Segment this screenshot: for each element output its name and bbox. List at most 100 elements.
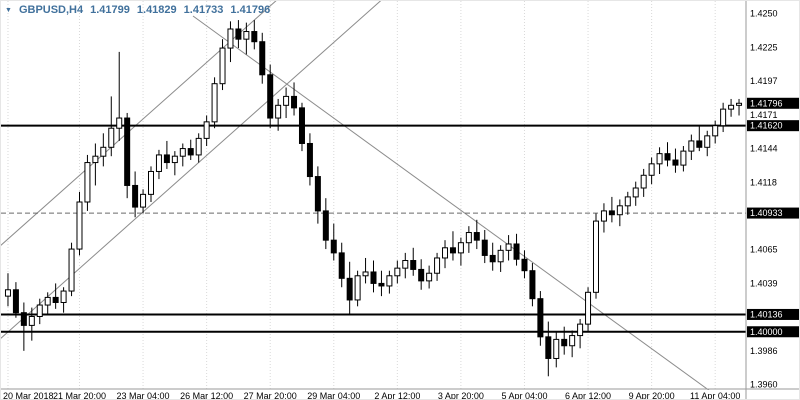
candle xyxy=(608,196,615,223)
svg-text:1.4118: 1.4118 xyxy=(750,177,777,187)
candle xyxy=(108,96,115,157)
svg-text:5 Apr 04:00: 5 Apr 04:00 xyxy=(501,391,547,400)
candle xyxy=(283,87,290,119)
candle xyxy=(473,219,480,250)
svg-text:1.40136: 1.40136 xyxy=(750,309,783,319)
svg-text:1.40933: 1.40933 xyxy=(750,208,783,218)
candle xyxy=(585,287,592,332)
price-axis[interactable] xyxy=(747,1,800,400)
candle xyxy=(592,213,599,299)
price-axis-labels: 1.4250 1.4225 1.4197 1.4171 1.4144 1.4118 1.40… xyxy=(750,9,778,390)
candle xyxy=(330,223,337,261)
candle xyxy=(179,143,186,167)
svg-text:1.4250: 1.4250 xyxy=(750,9,778,19)
candle xyxy=(227,21,234,63)
candle xyxy=(211,77,218,129)
candle xyxy=(195,133,202,163)
candle xyxy=(354,270,361,307)
svg-text:1.4197: 1.4197 xyxy=(750,76,778,86)
candle xyxy=(298,102,305,152)
candle xyxy=(720,102,727,133)
candle xyxy=(76,191,83,256)
candle xyxy=(322,198,329,250)
svg-text:26 Mar 12:00: 26 Mar 12:00 xyxy=(180,391,233,400)
candle xyxy=(704,130,711,157)
candle xyxy=(346,261,353,316)
candle xyxy=(84,154,91,211)
time-axis[interactable] xyxy=(1,390,800,400)
candle xyxy=(465,226,472,253)
svg-text:21 Mar 20:00: 21 Mar 20:00 xyxy=(53,391,106,400)
svg-text:29 Mar 04:00: 29 Mar 04:00 xyxy=(307,391,360,400)
candle xyxy=(553,331,560,368)
svg-text:1.40000: 1.40000 xyxy=(750,327,783,337)
candle xyxy=(418,259,425,290)
candle xyxy=(124,112,131,199)
svg-text:27 Mar 20:00: 27 Mar 20:00 xyxy=(244,391,297,400)
svg-text:1.41796: 1.41796 xyxy=(750,98,783,108)
candle xyxy=(20,302,27,351)
candle xyxy=(100,133,107,167)
candle xyxy=(243,22,250,55)
trendlines[interactable] xyxy=(1,1,722,399)
candle xyxy=(656,147,663,175)
candle xyxy=(203,115,210,147)
svg-text:6 Apr 12:00: 6 Apr 12:00 xyxy=(565,391,611,400)
svg-text:20 Mar 2018: 20 Mar 2018 xyxy=(3,391,54,400)
candle xyxy=(442,240,449,269)
svg-text:1.4225: 1.4225 xyxy=(750,42,778,52)
horizontal-levels[interactable] xyxy=(1,124,746,333)
candle xyxy=(569,330,576,358)
svg-text:9 Apr 20:00: 9 Apr 20:00 xyxy=(629,391,675,400)
candle xyxy=(171,151,178,176)
candle xyxy=(306,133,313,186)
svg-text:1.4039: 1.4039 xyxy=(750,278,778,288)
candle xyxy=(648,157,655,185)
svg-text:1.4065: 1.4065 xyxy=(750,245,778,255)
candle xyxy=(394,260,401,284)
candle xyxy=(267,64,274,129)
candle xyxy=(672,148,679,173)
candle xyxy=(116,51,123,141)
svg-text:1.3960: 1.3960 xyxy=(750,380,778,390)
candle xyxy=(259,32,266,84)
candle xyxy=(402,252,409,279)
candle xyxy=(640,168,647,197)
candle xyxy=(426,265,433,289)
candles-layer xyxy=(4,20,743,377)
candle xyxy=(632,181,639,206)
svg-text:23 Mar 04:00: 23 Mar 04:00 xyxy=(117,391,170,400)
candle xyxy=(497,245,504,272)
candle xyxy=(60,287,67,313)
candle xyxy=(529,263,536,307)
candle xyxy=(163,140,170,169)
candle xyxy=(410,247,417,276)
candle xyxy=(624,191,631,215)
candle xyxy=(251,20,258,50)
candle xyxy=(44,292,51,316)
symbol-dropdown-icon[interactable]: ▼ xyxy=(5,6,12,14)
candle xyxy=(235,20,242,49)
candle xyxy=(505,235,512,261)
candle xyxy=(521,250,528,279)
candle xyxy=(12,282,19,318)
candle xyxy=(489,242,496,271)
svg-text:1.3986: 1.3986 xyxy=(750,346,778,356)
svg-text:2 Apr 12:00: 2 Apr 12:00 xyxy=(374,391,420,400)
candle xyxy=(616,199,623,227)
svg-text:1.4144: 1.4144 xyxy=(750,144,778,154)
svg-text:1.41620: 1.41620 xyxy=(750,121,783,131)
candle xyxy=(148,166,155,202)
candle xyxy=(545,321,552,377)
candle xyxy=(600,203,607,233)
candle xyxy=(449,231,456,261)
candle xyxy=(219,39,226,91)
candle xyxy=(688,134,695,161)
candle xyxy=(513,233,520,266)
candle xyxy=(696,125,703,152)
candle xyxy=(291,82,298,116)
candle xyxy=(314,166,321,224)
candle xyxy=(378,270,385,297)
